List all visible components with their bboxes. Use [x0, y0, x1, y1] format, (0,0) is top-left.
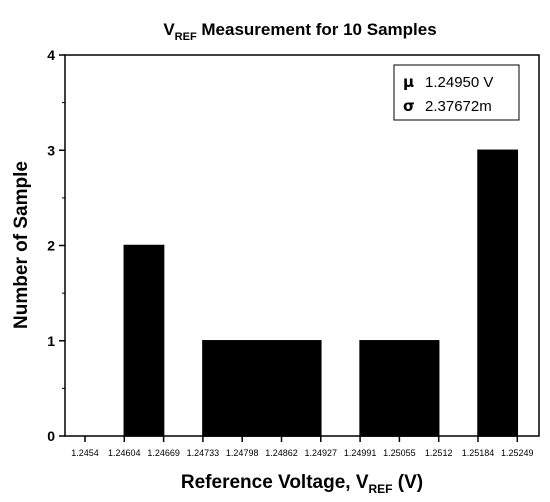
bars-group [123, 149, 519, 437]
chart-title: VREF Measurement for 10 Samples [163, 20, 436, 43]
x-tick-label: 1.25249 [501, 448, 534, 458]
bar-2 [202, 340, 322, 437]
bar-4 [477, 149, 519, 437]
x-axis-label-subscript: REF [369, 482, 393, 496]
mu-symbol: μ [403, 73, 414, 91]
x-ticks-group: 1.2454 1.24604 1.24669 1.24733 1.24798 1.2486… [71, 436, 534, 458]
x-tick-label: 1.2454 [71, 448, 99, 458]
bar-1 [123, 244, 165, 437]
y-tick-label: 4 [47, 47, 55, 63]
x-tick-label: 1.24798 [226, 448, 259, 458]
x-tick-label: 1.24604 [108, 448, 141, 458]
bar-3 [359, 340, 440, 437]
x-tick-label: 1.24991 [344, 448, 377, 458]
y-axis-label: Number of Sample [11, 161, 32, 329]
mu-value: 1.24950 V [425, 74, 493, 91]
y-tick-label: 2 [47, 238, 55, 254]
stats-legend: μ 1.24950 V σ 2.37672m [393, 64, 520, 121]
y-tick-label: 3 [47, 142, 55, 158]
x-tick-label: 1.2512 [425, 448, 453, 458]
chart-title-subscript: REF [175, 31, 197, 43]
x-axis-label: Reference Voltage, VREF (V) [181, 472, 423, 496]
x-tick-label: 1.24669 [147, 448, 180, 458]
y-tick-label: 1 [47, 333, 55, 349]
x-tick-label: 1.25055 [383, 448, 416, 458]
x-tick-label: 1.24927 [305, 448, 338, 458]
sigma-symbol: σ [403, 97, 415, 115]
x-tick-label: 1.24733 [187, 448, 220, 458]
x-tick-label: 1.24862 [265, 448, 298, 458]
x-tick-label: 1.25184 [462, 448, 495, 458]
y-ticks-group: 0 1 2 3 4 [47, 47, 65, 444]
stats-legend-box [393, 64, 520, 121]
sigma-value: 2.37672m [425, 98, 492, 115]
y-tick-label: 0 [47, 428, 55, 444]
